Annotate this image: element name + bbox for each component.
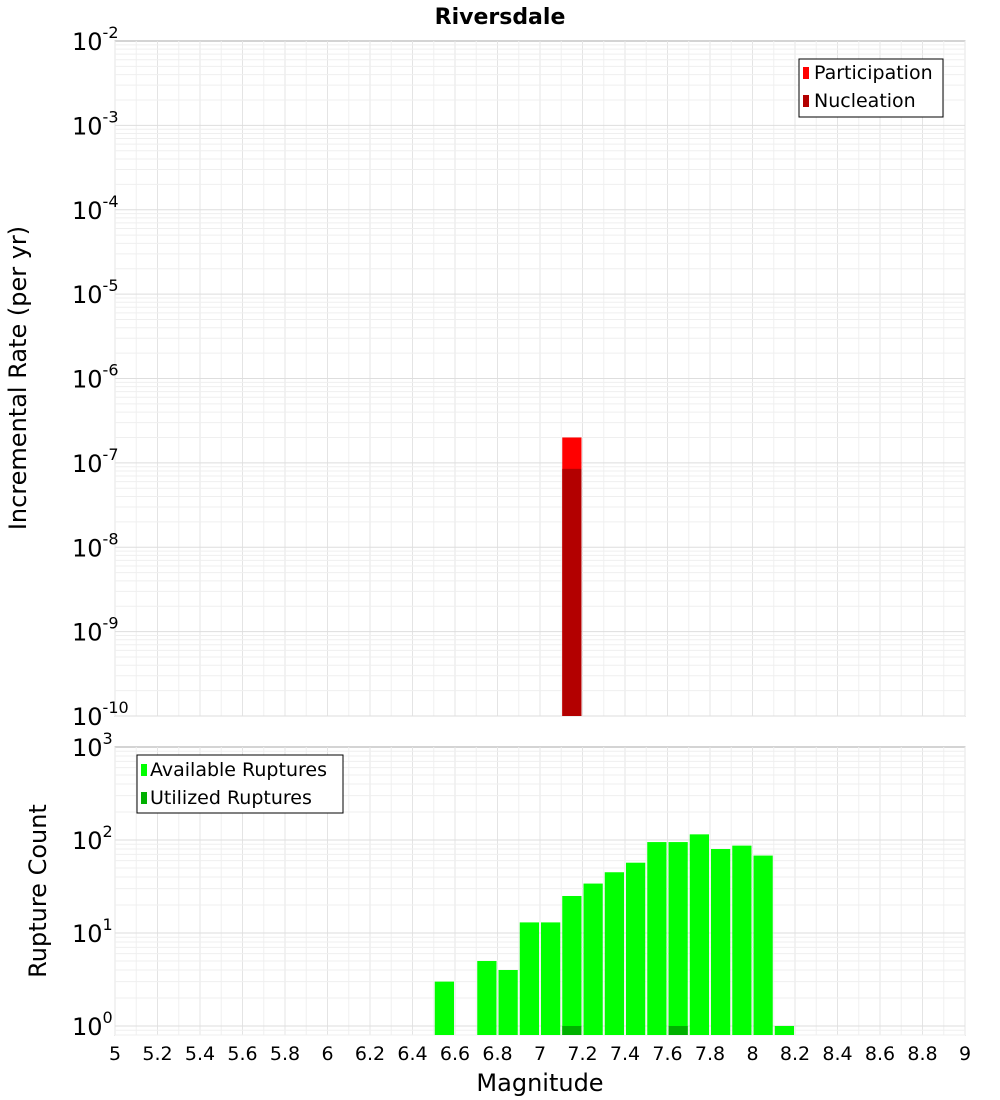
x-tick-label: 5 <box>109 1043 121 1065</box>
top-y-tick-label: 10-7 <box>72 445 119 478</box>
top-y-tick-label: 10-9 <box>72 614 119 647</box>
x-tick-label: 7.6 <box>652 1043 682 1065</box>
x-tick-label: 5.6 <box>227 1043 257 1065</box>
top-legend: Participation Nucleation <box>798 58 944 118</box>
bottom-y-tick-labels: 103 102 101 100 <box>72 729 113 1041</box>
legend-label-available: Available Ruptures <box>150 759 327 781</box>
bar-available-ruptures-7-45 <box>626 862 646 1035</box>
bar-available-ruptures-8-05 <box>753 855 773 1035</box>
bottom-y-tick-label: 103 <box>72 729 113 762</box>
chart-title: Riversdale <box>435 5 566 30</box>
top-y-tick-label: 10-5 <box>72 276 119 309</box>
bar-available-ruptures-7-25 <box>583 883 603 1035</box>
bar-available-ruptures-6-55 <box>434 981 454 1035</box>
top-y-tick-label: 10-2 <box>72 23 119 56</box>
x-tick-label: 7 <box>534 1043 546 1065</box>
top-legend-box <box>798 58 944 118</box>
x-tick-label: 7.2 <box>567 1043 597 1065</box>
bar-nucleation-7-15 <box>562 468 582 716</box>
top-y-tick-label: 10-6 <box>72 361 119 394</box>
bar-available-ruptures-7-15 <box>562 895 582 1035</box>
x-tick-label: 5.4 <box>185 1043 215 1065</box>
bar-available-ruptures-7-95 <box>732 845 752 1035</box>
top-y-tick-labels: 10-2 10-3 10-4 10-5 10-6 10-7 10-8 10-9 10-10 <box>72 23 129 731</box>
x-tick-label: 8.4 <box>822 1043 852 1065</box>
legend-swatch-nucleation <box>803 95 809 107</box>
x-tick-label: 5.2 <box>142 1043 172 1065</box>
x-tick-label: 6.4 <box>397 1043 427 1065</box>
x-tick-label: 8.2 <box>780 1043 810 1065</box>
top-panel: 10-2 10-3 10-4 10-5 10-6 10-7 10-8 10-9 10-10 In… <box>4 23 966 731</box>
bar-available-ruptures-7-35 <box>604 872 624 1035</box>
x-tick-labels: 5 5.2 5.4 5.6 5.8 6 6.2 6.4 6.6 6.8 7 7.2 7.4 7.6 7.8 8… <box>109 1043 971 1065</box>
bottom-y-tick-label: 102 <box>72 822 113 855</box>
legend-label-participation: Participation <box>814 62 933 84</box>
top-y-tick-label: 10-10 <box>72 698 129 731</box>
legend-label-utilized: Utilized Ruptures <box>150 787 312 809</box>
x-tick-label: 6.6 <box>440 1043 470 1065</box>
x-tick-label: 8.8 <box>907 1043 937 1065</box>
bottom-y-axis-label: Rupture Count <box>24 804 52 978</box>
bar-available-ruptures-7-85 <box>711 849 731 1035</box>
top-y-tick-label: 10-8 <box>72 529 119 562</box>
x-tick-label: 8.6 <box>865 1043 895 1065</box>
bottom-panel: 103 102 101 100 5 5.2 5.4 5.6 5.8 6 6.2 6.4 6.6 6.8 7… <box>24 729 971 1097</box>
bar-available-ruptures-7-65 <box>668 842 688 1035</box>
legend-swatch-utilized <box>141 792 147 804</box>
top-bars <box>562 437 582 716</box>
bar-available-ruptures-6-75 <box>477 960 497 1035</box>
x-axis-label: Magnitude <box>476 1069 603 1097</box>
x-tick-label: 5.8 <box>270 1043 300 1065</box>
bar-available-ruptures-7-05 <box>541 922 561 1035</box>
bar-available-ruptures-6-95 <box>519 922 539 1035</box>
x-tick-label: 7.8 <box>695 1043 725 1065</box>
top-y-tick-label: 10-3 <box>72 107 119 140</box>
x-tick-label: 7.4 <box>610 1043 640 1065</box>
x-tick-label: 6.8 <box>482 1043 512 1065</box>
bottom-legend-box <box>136 754 344 814</box>
bottom-bars <box>434 834 794 1035</box>
bar-utilized-ruptures-7-65 <box>668 1025 688 1035</box>
top-y-tick-label: 10-4 <box>72 192 119 225</box>
top-gridlines <box>114 41 966 717</box>
x-tick-label: 9 <box>959 1043 971 1065</box>
top-y-axis-label: Incremental Rate (per yr) <box>4 226 32 530</box>
bar-available-ruptures-6-85 <box>498 969 518 1035</box>
bottom-y-tick-label: 100 <box>72 1008 113 1041</box>
bar-available-ruptures-7-55 <box>647 842 667 1035</box>
legend-swatch-available <box>141 764 147 776</box>
x-tick-label: 8 <box>746 1043 758 1065</box>
bar-utilized-ruptures-7-15 <box>562 1025 582 1035</box>
bar-available-ruptures-7-75 <box>689 834 709 1035</box>
legend-label-nucleation: Nucleation <box>814 90 916 112</box>
x-tick-label: 6.2 <box>355 1043 385 1065</box>
bar-available-ruptures-8-15 <box>774 1025 794 1035</box>
bottom-legend: Available Ruptures Utilized Ruptures <box>136 754 344 814</box>
bottom-y-tick-label: 101 <box>72 915 113 948</box>
x-tick-label: 6 <box>321 1043 333 1065</box>
legend-swatch-participation <box>803 67 809 79</box>
